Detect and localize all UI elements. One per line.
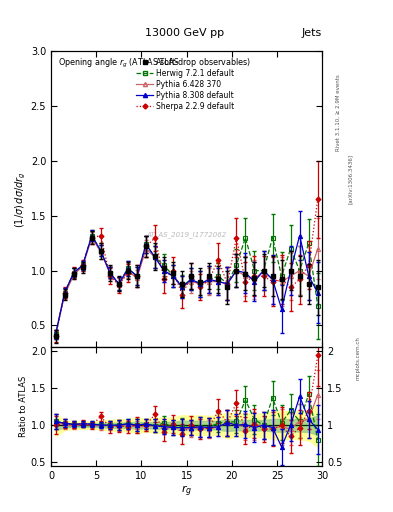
Text: ATLAS_2019_I1772062: ATLAS_2019_I1772062 xyxy=(147,231,227,238)
Text: Jets: Jets xyxy=(302,28,322,38)
Y-axis label: $(1/\sigma)\,d\sigma/dr_g$: $(1/\sigma)\,d\sigma/dr_g$ xyxy=(13,171,28,228)
Text: Rivet 3.1.10, ≥ 2.9M events: Rivet 3.1.10, ≥ 2.9M events xyxy=(336,74,341,151)
Y-axis label: Ratio to ATLAS: Ratio to ATLAS xyxy=(19,376,28,437)
Text: [arXiv:1306.3436]: [arXiv:1306.3436] xyxy=(348,154,353,204)
Text: Opening angle $r_g$ (ATLAS soft-drop observables): Opening angle $r_g$ (ATLAS soft-drop obs… xyxy=(57,57,251,70)
Text: mcplots.cern.ch: mcplots.cern.ch xyxy=(356,336,361,380)
X-axis label: $r_g$: $r_g$ xyxy=(181,483,192,499)
Legend: ATLAS, Herwig 7.2.1 default, Pythia 6.428 370, Pythia 8.308 default, Sherpa 2.2.: ATLAS, Herwig 7.2.1 default, Pythia 6.42… xyxy=(136,58,234,111)
Text: 13000 GeV pp: 13000 GeV pp xyxy=(145,28,224,38)
